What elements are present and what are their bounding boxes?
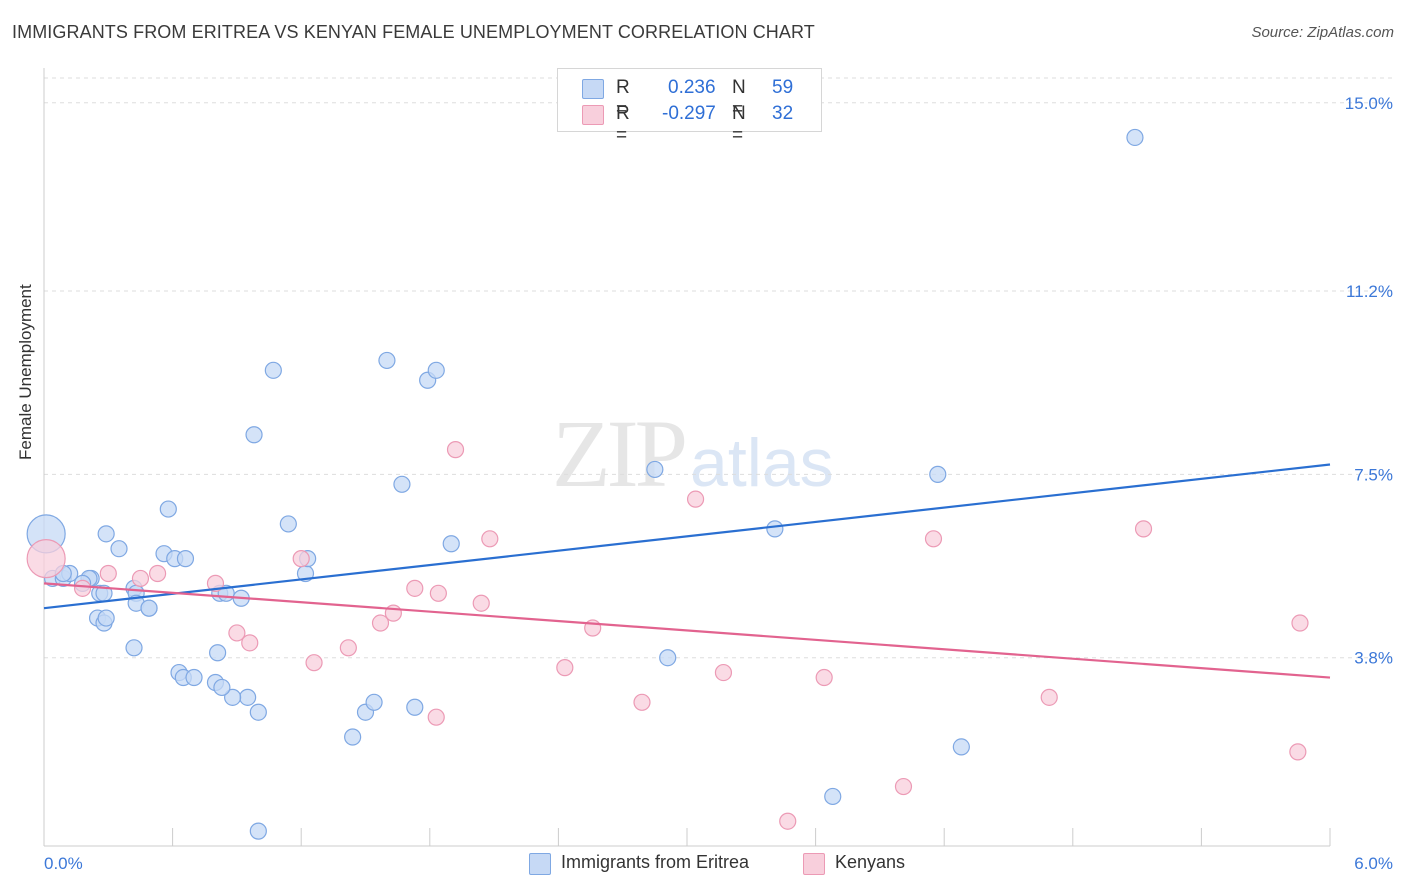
kenyan-point	[99, 564, 117, 583]
eritrea-point	[159, 500, 177, 518]
eritrea-point	[344, 728, 362, 746]
eritrea-point	[659, 649, 677, 667]
eritrea-point	[209, 644, 227, 662]
y-tick-label: 15.0%	[1345, 94, 1393, 113]
kenyan-point	[131, 569, 150, 588]
kenyan-point	[429, 584, 447, 602]
kenyan-point	[779, 812, 797, 830]
eritrea-point	[185, 668, 203, 687]
eritrea-point	[245, 426, 263, 444]
n-label: N =	[732, 103, 746, 146]
kenyan-point	[556, 659, 574, 677]
source-credit: Source: ZipAtlas.com	[1251, 24, 1394, 41]
r-label: R =	[616, 77, 630, 120]
kenyan-point	[73, 579, 92, 597]
watermark: ZIPatlas	[552, 398, 834, 509]
kenyan-point	[633, 693, 651, 711]
correlation-legend: R = 0.236 N = 59 R = -0.297 N = 32	[557, 68, 822, 146]
kenyan-point	[446, 441, 465, 459]
eritrea-point	[264, 361, 282, 379]
legend-label: Kenyans	[835, 852, 906, 872]
blue-swatch-icon	[529, 853, 551, 875]
eritrea-point	[249, 703, 267, 721]
r-label: R =	[616, 103, 630, 146]
eritrea-point	[97, 609, 115, 627]
eritrea-point	[125, 639, 143, 657]
kenyan-point	[339, 639, 357, 657]
kenyan-point	[1289, 743, 1307, 761]
watermark-atlas: atlas	[690, 425, 834, 501]
eritrea-point	[442, 535, 460, 553]
kenyan-point	[815, 668, 833, 687]
x-tick-label: 0.0%	[44, 854, 83, 873]
eritrea-point	[929, 465, 947, 483]
watermark-zip: ZIP	[552, 400, 688, 507]
eritrea-point	[766, 520, 784, 538]
r-value: -0.297	[662, 103, 716, 124]
y-tick-label: 7.5%	[1354, 465, 1393, 484]
blue-swatch-icon	[582, 79, 604, 99]
pink-swatch-icon	[582, 105, 604, 125]
n-value: 32	[772, 103, 794, 124]
kenyan-point	[686, 490, 705, 508]
kenyan-point	[206, 574, 225, 592]
eritrea-point	[213, 678, 231, 697]
kenyan-point	[894, 777, 913, 796]
y-tick-label: 11.2%	[1346, 282, 1393, 301]
eritrea-point	[646, 460, 664, 479]
kenyan-point	[427, 708, 445, 726]
y-tick-label: 3.8%	[1354, 649, 1393, 668]
kenyan-point	[1040, 688, 1058, 706]
legend-label: Immigrants from Eritrea	[561, 852, 750, 872]
r-value: 0.236	[668, 77, 716, 98]
kenyan-point	[371, 614, 390, 632]
kenyan-point	[292, 550, 310, 568]
n-label: N =	[732, 77, 746, 120]
eritrea-point	[97, 525, 115, 543]
kenyan-point	[1291, 614, 1309, 632]
kenyan-point	[148, 564, 167, 583]
eritrea-point	[279, 515, 297, 533]
kenyan-point	[1134, 520, 1153, 538]
eritrea-point	[378, 351, 396, 370]
kenyan-point	[241, 634, 259, 652]
pink-swatch-icon	[803, 853, 825, 875]
eritrea-point	[406, 698, 424, 716]
eritrea-point	[824, 787, 842, 806]
eritrea-point	[176, 550, 195, 568]
eritrea-point	[427, 361, 445, 379]
y-axis-label: Female Unemployment	[16, 284, 35, 460]
kenyan-point	[714, 663, 733, 682]
x-tick-label: 6.0%	[1354, 854, 1393, 873]
eritrea-point	[393, 475, 411, 493]
eritrea-point	[952, 738, 970, 756]
eritrea-point	[140, 599, 158, 617]
kenyan-point	[305, 654, 323, 672]
eritrea-point	[249, 822, 267, 840]
kenyan-point	[472, 594, 490, 612]
eritrea-point	[224, 688, 242, 706]
n-value: 59	[772, 77, 794, 98]
kenyan-point	[26, 539, 66, 579]
eritrea-point	[239, 688, 257, 706]
kenyan-point	[228, 624, 246, 642]
eritrea-point	[1126, 128, 1144, 147]
eritrea-point	[110, 540, 128, 558]
kenyan-point	[924, 530, 943, 548]
kenyan-trend-line	[43, 582, 1331, 679]
eritrea-trend-line	[43, 463, 1331, 610]
eritrea-point	[365, 693, 383, 711]
kenyan-point	[406, 579, 424, 597]
chart-title: IMMIGRANTS FROM ERITREA VS KENYAN FEMALE…	[12, 22, 815, 42]
kenyan-point	[481, 530, 499, 548]
